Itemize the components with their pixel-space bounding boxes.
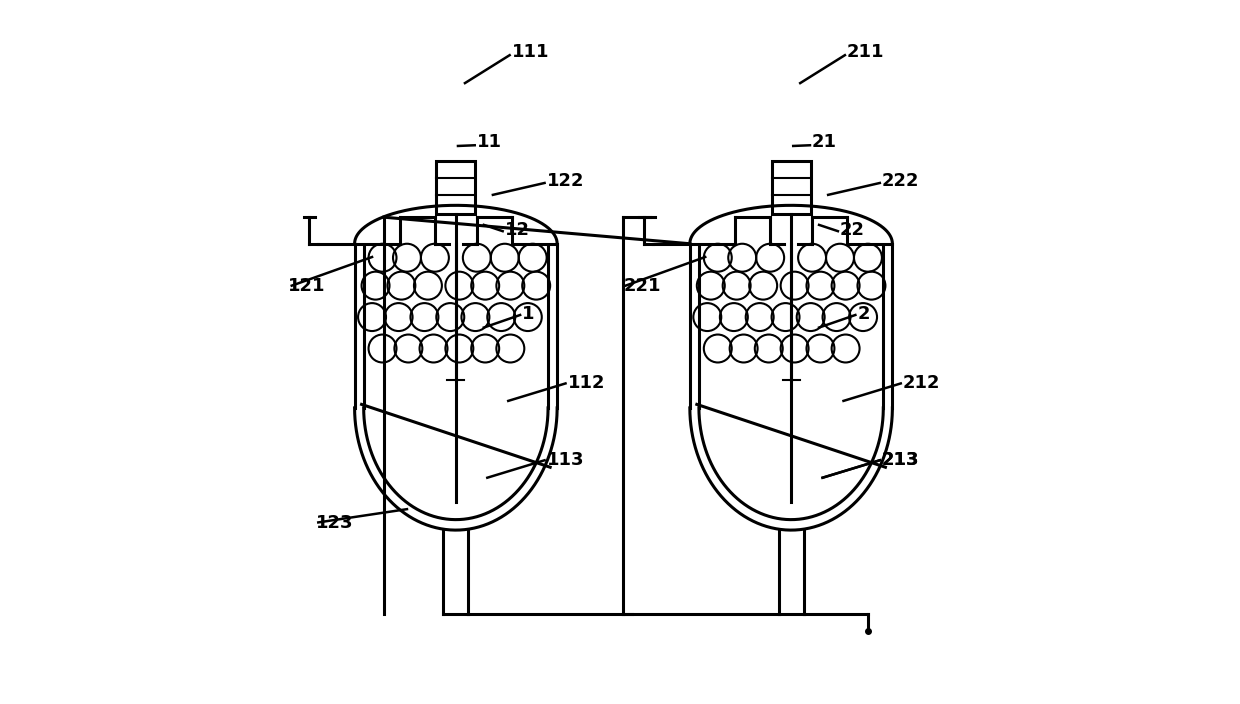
Text: 212: 212 [903, 375, 940, 392]
Text: 22: 22 [839, 221, 866, 239]
Text: 21: 21 [812, 134, 837, 151]
Text: 113: 113 [547, 451, 584, 470]
Text: 213: 213 [882, 451, 919, 470]
Text: 121: 121 [288, 277, 326, 295]
Text: 122: 122 [547, 172, 584, 190]
Text: 213: 213 [882, 451, 919, 470]
Bar [771, 161, 811, 214]
Text: 12: 12 [505, 221, 529, 239]
Text: 211: 211 [847, 43, 884, 61]
Text: 1: 1 [522, 305, 534, 322]
Text: 221: 221 [624, 277, 661, 295]
Text: 11: 11 [477, 134, 502, 151]
Text: 112: 112 [568, 375, 605, 392]
Text: 2: 2 [858, 305, 870, 322]
Bar [436, 161, 475, 214]
Text: 111: 111 [512, 43, 549, 61]
Text: 222: 222 [882, 172, 919, 190]
Text: 123: 123 [316, 514, 353, 532]
